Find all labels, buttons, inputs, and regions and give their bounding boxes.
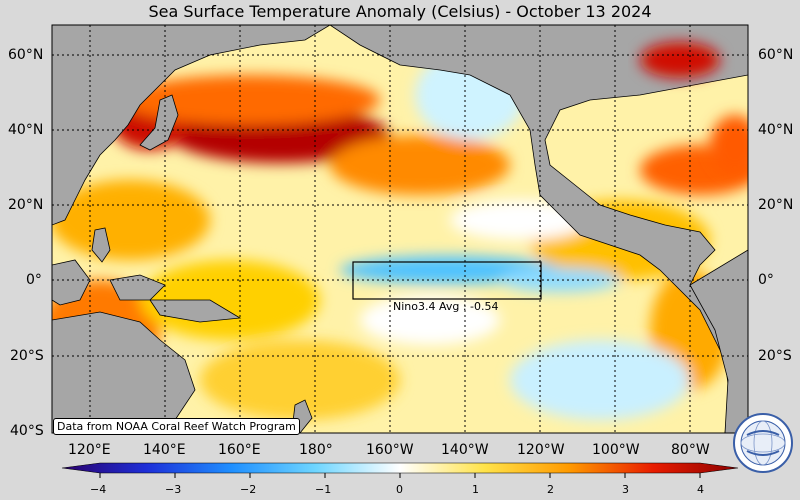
lat-label-20n-left: 20°N	[8, 197, 43, 213]
lat-label-20s-left: 20°S	[10, 348, 44, 364]
lon-label-80w: 80°W	[671, 442, 710, 458]
lon-label-160w: 160°W	[366, 442, 414, 458]
nino34-average-label: Nino3.4 Avg : -0.54	[393, 300, 499, 313]
page-title: Sea Surface Temperature Anomaly (Celsius…	[0, 2, 800, 21]
data-credit: Data from NOAA Coral Reef Watch Program	[53, 418, 300, 435]
lat-label-40n-right: 40°N	[758, 122, 793, 138]
newlab-logo	[733, 413, 793, 473]
colorbar-tick-label: 4	[697, 483, 704, 496]
lon-label-120e: 120°E	[68, 442, 111, 458]
colorbar-tick-label: 1	[472, 483, 479, 496]
lon-label-120w: 120°W	[517, 442, 565, 458]
lat-label-20s-right: 20°S	[758, 348, 792, 364]
colorbar-tick-label: −1	[315, 483, 331, 496]
colorbar-tick-label: −2	[240, 483, 256, 496]
ocean-anomaly-field	[40, 25, 760, 433]
lat-label-eq-left: 0°	[26, 272, 42, 288]
colorbar-tick-label: −3	[165, 483, 181, 496]
lat-label-40s-left: 40°S	[10, 423, 44, 439]
lon-label-140w: 140°W	[441, 442, 489, 458]
colorbar-tick-label: 2	[547, 483, 554, 496]
lon-label-160e: 160°E	[218, 442, 261, 458]
lat-label-20n-right: 20°N	[758, 197, 793, 213]
lon-label-140e: 140°E	[143, 442, 186, 458]
lat-label-60n-left: 60°N	[8, 47, 43, 63]
colorbar	[62, 463, 738, 478]
colorbar-tick-label: 0	[396, 483, 403, 496]
colorbar-tick-label: −4	[90, 483, 106, 496]
lat-label-60n-right: 60°N	[758, 47, 793, 63]
lat-label-40n-left: 40°N	[8, 122, 43, 138]
colorbar-tick-label: 3	[622, 483, 629, 496]
lon-label-180: 180°	[299, 442, 333, 458]
lon-label-100w: 100°W	[592, 442, 640, 458]
lat-label-eq-right: 0°	[758, 272, 774, 288]
